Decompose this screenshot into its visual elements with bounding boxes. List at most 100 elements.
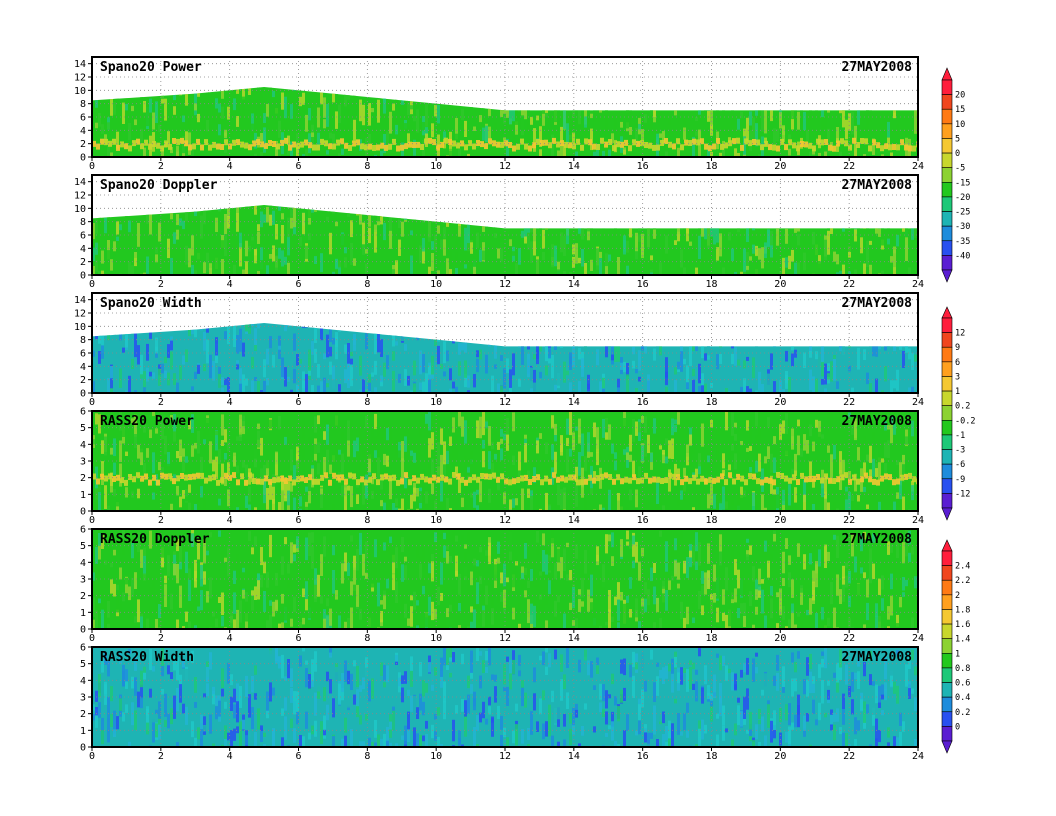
y-tick-label: 4	[80, 126, 86, 137]
panel-title: Spano20 Width	[100, 296, 202, 311]
x-tick-label: 12	[499, 397, 511, 408]
panel-date: 27MAY2008	[842, 296, 913, 311]
colorbar-swatch	[941, 493, 953, 509]
x-tick-label: 14	[568, 279, 580, 290]
colorbar-swatch	[941, 609, 953, 625]
colorbar-swatch	[941, 346, 953, 363]
colorbar-label: -30	[955, 222, 970, 232]
colorbar-swatch	[941, 317, 953, 333]
x-tick-label: 4	[227, 397, 233, 408]
colorbar-label: 0.6	[955, 679, 970, 689]
colorbar-label: 3	[955, 372, 960, 382]
colorbar-label: 12	[955, 329, 965, 339]
x-tick-label: 14	[568, 161, 580, 172]
x-tick-label: 14	[568, 397, 580, 408]
colorbar-swatch	[941, 138, 953, 154]
colorbar-label: 0.2	[955, 402, 970, 412]
x-tick-label: 14	[568, 633, 580, 644]
x-tick-label: 2	[158, 161, 164, 172]
x-tick-label: 12	[499, 515, 511, 526]
colorbar-label: -0.2	[955, 416, 975, 426]
colorbar-swatch	[941, 240, 953, 256]
colorbar-label: 0.4	[955, 693, 970, 703]
x-tick-label: 4	[227, 751, 233, 762]
x-tick-label: 22	[843, 751, 855, 762]
colorbar-label: 1.6	[955, 620, 970, 630]
x-tick-label: 22	[843, 279, 855, 290]
x-tick-label: 0	[89, 515, 95, 526]
colorbar-label: 1.4	[955, 635, 970, 645]
x-tick-label: 12	[499, 633, 511, 644]
y-tick-label: 0	[80, 389, 86, 400]
colorbar-label: -12	[955, 489, 970, 499]
y-tick-label: 14	[74, 295, 86, 306]
colorbar-swatch	[941, 420, 953, 436]
y-tick-label: 3	[80, 457, 86, 468]
grid	[92, 529, 918, 629]
x-tick-label: 16	[637, 279, 649, 290]
colorbar-label: 2.2	[955, 576, 970, 586]
colorbar-label: 0	[955, 722, 960, 732]
colorbar-swatch	[941, 550, 953, 566]
x-tick-label: 6	[295, 279, 301, 290]
x-tick-label: 10	[430, 751, 442, 762]
colorbar-swatch	[941, 696, 953, 713]
x-tick-label: 22	[843, 161, 855, 172]
x-tick-label: 2	[158, 633, 164, 644]
y-tick-label: 8	[80, 99, 86, 110]
y-tick-label: 6	[80, 525, 86, 536]
x-tick-label: 24	[912, 279, 924, 290]
colorbar-swatch	[941, 726, 953, 742]
panel-title: Spano20 Doppler	[100, 178, 218, 193]
x-tick-label: 0	[89, 751, 95, 762]
colorbar-label: 0.8	[955, 664, 970, 674]
x-tick-label: 2	[158, 397, 164, 408]
x-tick-label: 2	[158, 751, 164, 762]
grid	[92, 293, 918, 393]
y-tick-label: 4	[80, 440, 86, 451]
colorbar-label: -20	[955, 193, 970, 203]
x-tick-label: 6	[295, 397, 301, 408]
x-tick-label: 22	[843, 633, 855, 644]
colorbar-swatch	[941, 682, 953, 698]
grid	[92, 175, 918, 275]
x-tick-label: 8	[364, 397, 370, 408]
x-tick-label: 0	[89, 161, 95, 172]
colorbar-label: 6	[955, 358, 960, 368]
colorbar-label: 20	[955, 91, 965, 101]
colorbar-label: -6	[955, 460, 965, 470]
power-colorbar: 20 15 10 5 0 -5 -15 -20 -25 -30 -35 -40	[941, 67, 970, 283]
rass-width-colorbar: 2.4 2.2 2 1.8 1.6 1.4 1 0.8 0.6 0.4 0.2 0	[941, 539, 970, 754]
y-tick-label: 0	[80, 625, 86, 636]
colorbar-swatch	[941, 255, 953, 271]
x-tick-label: 8	[364, 751, 370, 762]
colorbar-swatch	[941, 653, 953, 669]
y-tick-label: 12	[74, 191, 86, 202]
colorbar-swatch	[941, 478, 953, 494]
x-tick-label: 10	[430, 279, 442, 290]
x-tick-label: 2	[158, 279, 164, 290]
warm-band	[92, 137, 918, 152]
x-tick-label: 10	[430, 515, 442, 526]
y-tick-label: 10	[74, 204, 86, 215]
colorbar-label: -9	[955, 475, 965, 485]
x-tick-label: 0	[89, 633, 95, 644]
colorbar-swatch	[941, 225, 953, 242]
colorbar-label: -5	[955, 164, 965, 174]
x-tick-label: 6	[295, 633, 301, 644]
colorbar-top-arrow	[941, 306, 953, 319]
colorbar-label: 0.2	[955, 708, 970, 718]
colorbar-label: -25	[955, 208, 970, 218]
x-tick-label: 4	[227, 515, 233, 526]
y-tick-label: 0	[80, 743, 86, 754]
x-tick-label: 14	[568, 515, 580, 526]
colorbar-label: 1	[955, 649, 960, 659]
y-tick-label: 6	[80, 113, 86, 124]
x-tick-label: 20	[774, 161, 786, 172]
colorbar-swatch	[941, 638, 953, 654]
y-tick-label: 2	[80, 473, 86, 484]
colorbar-swatch	[941, 594, 953, 610]
x-tick-label: 10	[430, 161, 442, 172]
x-tick-label: 14	[568, 751, 580, 762]
